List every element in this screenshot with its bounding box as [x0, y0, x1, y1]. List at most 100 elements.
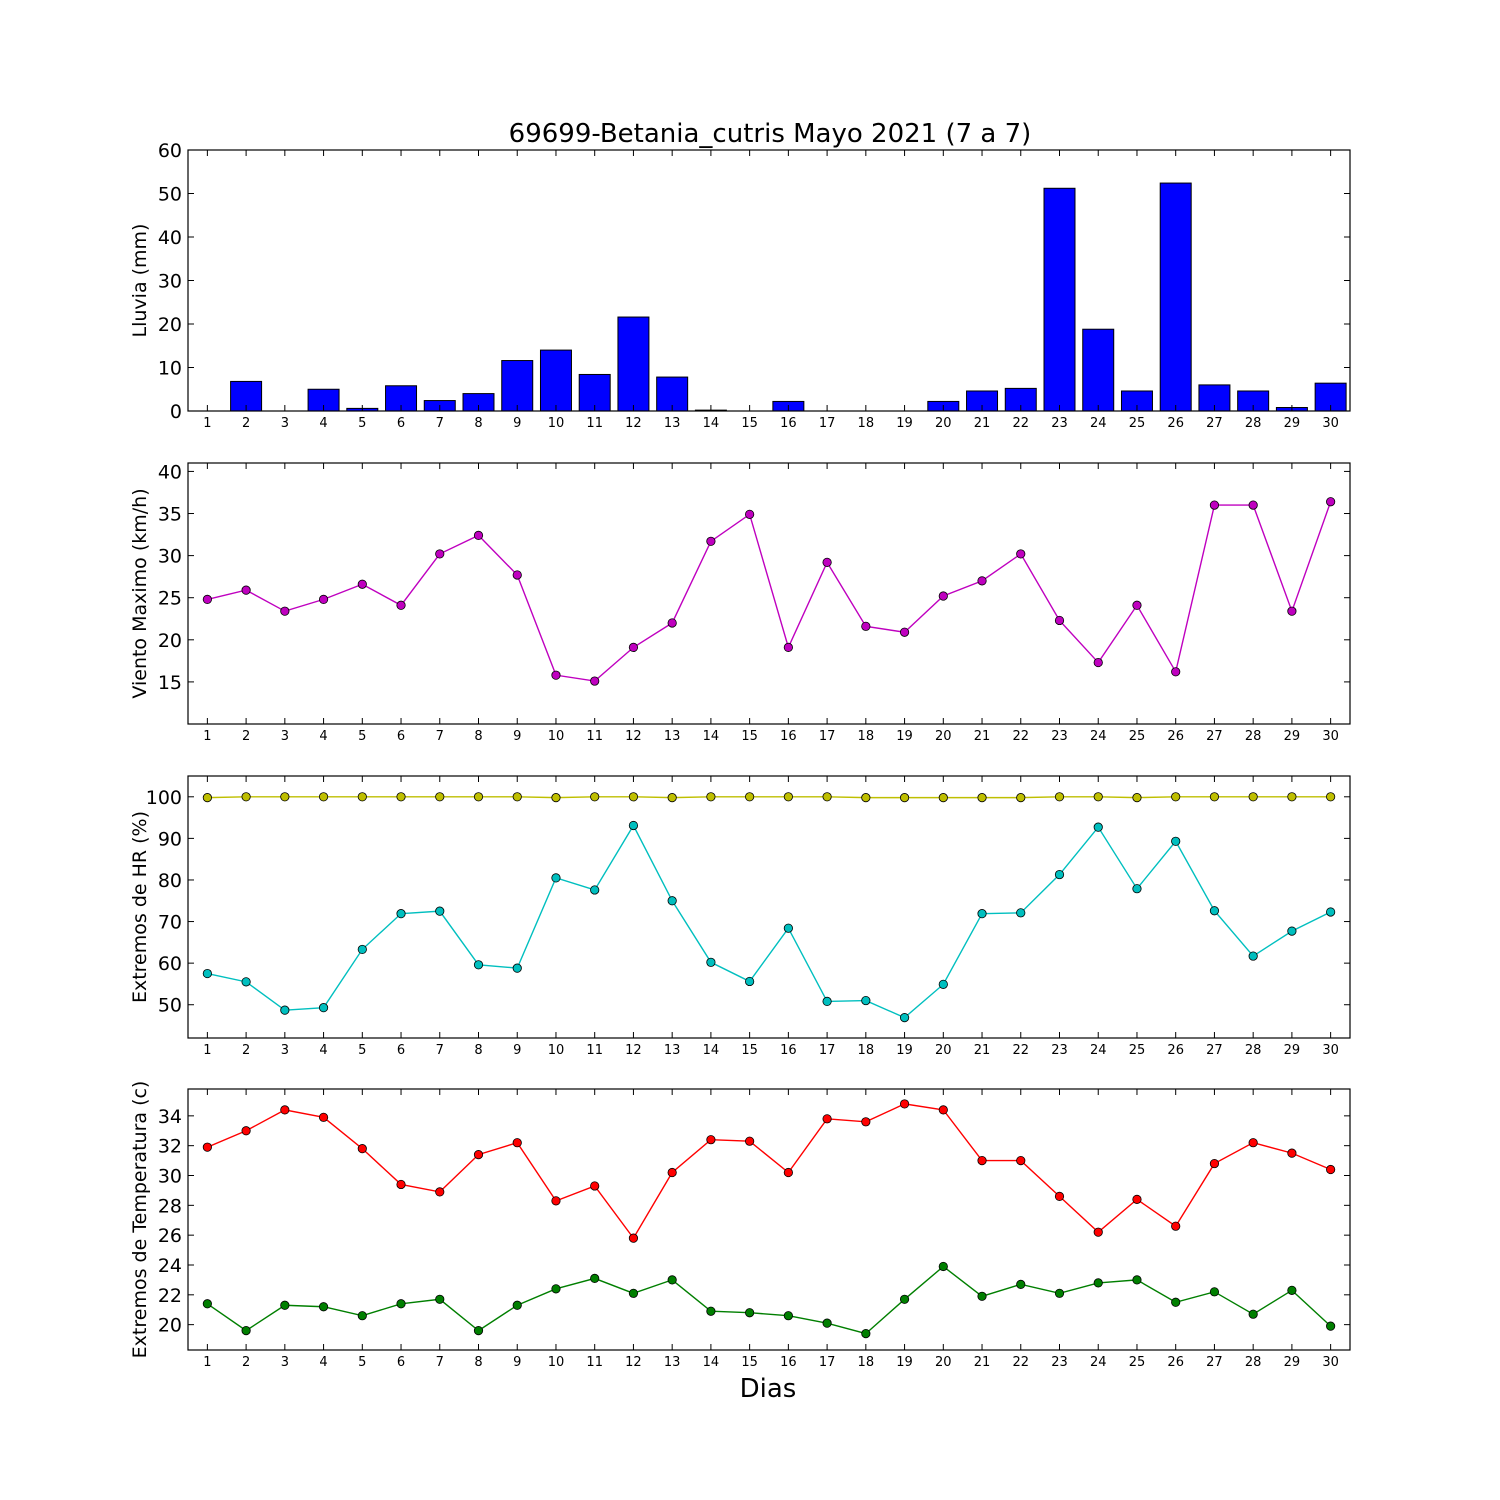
humidity-series-0-point-day-3: [280, 792, 290, 802]
rain-xtick-label: 11: [586, 416, 603, 431]
temperature-xtick-label: 4: [319, 1355, 327, 1370]
humidity-xtick-label: 13: [664, 1043, 681, 1058]
temperature-series-0-point-day-14: [706, 1135, 716, 1145]
humidity-series-1-point-day-9: [512, 963, 522, 973]
wind-series-0-line: [207, 501, 1332, 682]
rain-xtick-label: 16: [780, 416, 797, 431]
temperature-xtick-label: 30: [1322, 1355, 1339, 1370]
temperature-series-1-point-day-9: [512, 1300, 522, 1310]
humidity-series-0-point-day-6: [396, 792, 406, 802]
rain-xtick-label: 29: [1284, 416, 1301, 431]
rain-xtick-label: 20: [935, 416, 952, 431]
wind-series-0-point-day-18: [861, 621, 871, 631]
temperature-ytick-label: 34: [158, 1106, 182, 1128]
humidity-series-0-point-day-10: [551, 793, 561, 803]
rain-xtick-label: 4: [319, 416, 327, 431]
temperature-series-1-point-day-19: [899, 1294, 910, 1304]
temperature-series-1-point-day-1: [202, 1299, 212, 1309]
temperature-series-0-point-day-11: [590, 1181, 600, 1191]
wind-series-0-point-day-29: [1287, 606, 1297, 616]
temperature-series-1-point-day-25: [1132, 1275, 1142, 1285]
wind-xtick-label: 26: [1167, 729, 1184, 744]
rain-y-axis-label: Lluvia (mm): [129, 224, 151, 338]
wind-ytick-label: 30: [158, 546, 182, 568]
rain-panel: 1 2 3 4 5 6 7 8 9 10 11 12 13 14 15 16 17 18 19 20 21 22 23 24 2…: [129, 140, 1351, 431]
rain-xtick-label: 12: [625, 416, 642, 431]
rain-bar-day-10: [539, 349, 572, 412]
rain-xtick-label: 26: [1167, 416, 1184, 431]
temperature-series-0-point-day-30: [1326, 1164, 1336, 1175]
humidity-series-0-point-day-15: [745, 792, 755, 802]
temperature-series-1-point-day-30: [1326, 1321, 1336, 1331]
wind-series-0-point-day-28: [1248, 500, 1258, 510]
humidity-series-0-point-day-21: [977, 793, 987, 803]
rain-bar-day-12: [617, 316, 650, 412]
wind-xtick-label: 23: [1051, 729, 1068, 744]
temperature-series-0-point-day-29: [1287, 1148, 1297, 1158]
temperature-series-0-point-day-9: [512, 1138, 522, 1148]
rain-ytick-label: 40: [158, 227, 182, 249]
temperature-xtick-label: 12: [625, 1355, 642, 1370]
humidity-xtick-label: 19: [896, 1043, 913, 1058]
temperature-series-0-point-day-10: [551, 1196, 561, 1206]
temperature-xtick-label: 22: [1012, 1355, 1029, 1370]
rain-bar-day-11: [578, 373, 611, 412]
temperature-series-1-point-day-4: [318, 1302, 329, 1312]
rain-xtick-label: 17: [819, 416, 836, 431]
temperature-ytick-label: 26: [158, 1225, 182, 1247]
temperature-series-0-point-day-8: [473, 1150, 484, 1160]
chart-title: 69699-Betania_cutris Mayo 2021 (7 a 7): [509, 119, 1032, 149]
humidity-series-1-point-day-21: [977, 909, 987, 919]
temperature-xtick-label: 28: [1245, 1355, 1262, 1370]
wind-xtick-label: 15: [741, 729, 758, 744]
wind-axes-frame: [187, 462, 1351, 725]
humidity-series-0-point-day-7: [435, 792, 445, 802]
rain-bar-day-26: [1159, 182, 1192, 412]
humidity-xtick-label: 12: [625, 1043, 642, 1058]
temperature-series-0-point-day-21: [977, 1155, 987, 1166]
temperature-series-0-point-day-2: [241, 1126, 251, 1136]
wind-series-0-point-day-13: [667, 618, 677, 628]
temperature-xtick-label: 10: [548, 1355, 565, 1370]
wind-xtick-label: 9: [513, 729, 521, 744]
rain-ytick-label: 30: [158, 271, 182, 293]
temperature-y-axis-label: Extremos de Temperatura (c): [129, 1081, 151, 1359]
wind-xtick-label: 16: [780, 729, 797, 744]
temperature-series-1-line: [206, 1265, 1332, 1335]
wind-ytick-label: 25: [158, 588, 182, 610]
temperature-series-1-point-day-18: [861, 1328, 871, 1339]
humidity-xtick-label: 29: [1284, 1043, 1301, 1058]
wind-series-0-point-day-3: [280, 606, 290, 616]
humidity-series-1-point-day-7: [435, 906, 445, 916]
humidity-series-0-point-day-22: [1016, 793, 1026, 803]
rain-xtick-label: 27: [1206, 416, 1223, 431]
wind-series-0-point-day-8: [473, 530, 484, 541]
temperature-series-0-point-day-27: [1209, 1158, 1220, 1169]
temperature-xtick-label: 17: [819, 1355, 836, 1370]
humidity-series-1-point-day-19: [899, 1013, 910, 1023]
humidity-ytick-label: 50: [158, 995, 182, 1017]
temperature-series-1-point-day-28: [1248, 1309, 1258, 1319]
wind-xtick-label: 13: [664, 729, 681, 744]
temperature-series-0-point-day-13: [667, 1167, 677, 1178]
rain-xtick-label: 9: [513, 416, 521, 431]
temperature-series-0-point-day-15: [745, 1136, 755, 1146]
temperature-xtick-label: 1: [203, 1355, 211, 1370]
temperature-xtick-label: 2: [242, 1355, 250, 1370]
wind-ytick-label: 20: [158, 630, 182, 652]
humidity-xtick-label: 16: [780, 1043, 797, 1058]
humidity-ytick-label: 60: [158, 953, 182, 975]
temperature-xtick-label: 25: [1129, 1355, 1146, 1370]
temperature-series-1-point-day-27: [1209, 1287, 1220, 1297]
humidity-xtick-label: 6: [397, 1043, 405, 1058]
rain-xtick-label: 7: [436, 416, 444, 431]
humidity-series-0-point-day-5: [357, 792, 367, 802]
temperature-xtick-label: 27: [1206, 1355, 1223, 1370]
temperature-series-0-point-day-22: [1016, 1155, 1026, 1166]
wind-xtick-label: 19: [896, 729, 913, 744]
temperature-series-1-point-day-8: [473, 1326, 484, 1336]
temperature-xtick-label: 19: [896, 1355, 913, 1370]
temperature-series-1-point-day-21: [977, 1291, 987, 1301]
temperature-series-1-point-day-11: [590, 1273, 600, 1284]
